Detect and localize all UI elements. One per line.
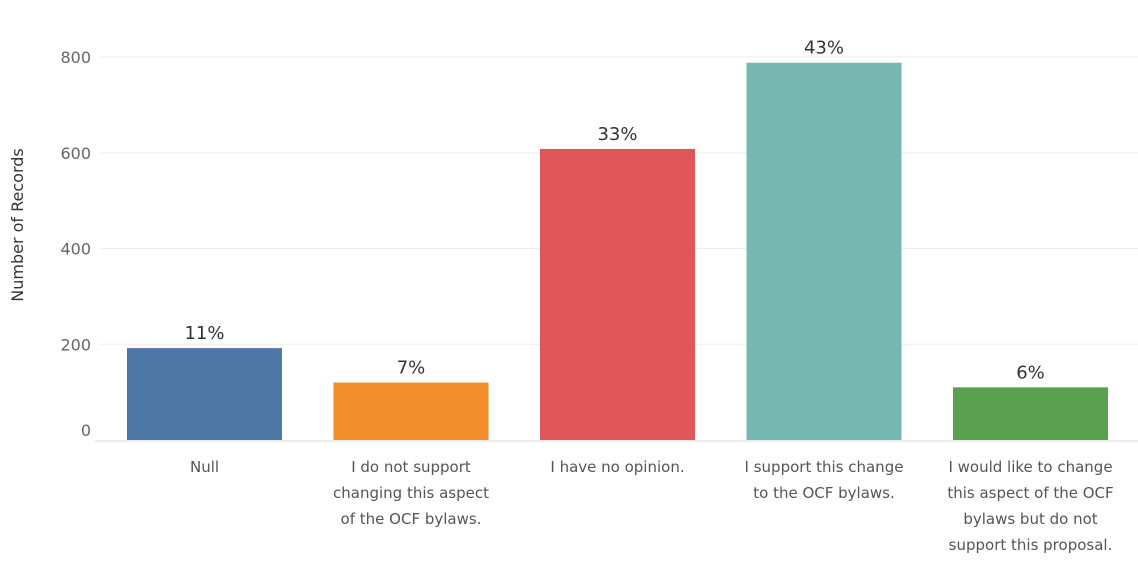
x-category-label: Null bbox=[190, 458, 219, 476]
bar bbox=[746, 62, 902, 441]
y-axis-label: Number of Records bbox=[8, 148, 27, 301]
bar-data-label: 43% bbox=[804, 38, 844, 59]
x-category-label: I support this change bbox=[745, 458, 904, 476]
data-labels: 11% 7% 33% 43% 6% bbox=[184, 38, 1044, 384]
x-category-label: bylaws but do not bbox=[963, 510, 1097, 528]
y-tick-label: 200 bbox=[60, 335, 91, 354]
y-tick-label: 600 bbox=[60, 144, 91, 163]
x-category-label: to the OCF bylaws. bbox=[753, 484, 895, 502]
x-axis-categories: Null I do not support changing this aspect… bbox=[190, 458, 1114, 554]
bar-data-label: 6% bbox=[1016, 362, 1045, 383]
y-tick-label: 800 bbox=[60, 48, 91, 67]
x-category-label: support this proposal. bbox=[949, 536, 1113, 554]
x-category-label: I do not support bbox=[351, 458, 471, 476]
bars bbox=[127, 62, 1108, 441]
bar-data-label: 33% bbox=[597, 124, 637, 145]
x-category-label: of the OCF bylaws. bbox=[341, 510, 482, 528]
bar-data-label: 7% bbox=[397, 358, 426, 379]
x-category-label: I would like to change bbox=[948, 458, 1112, 476]
y-axis-ticks: 0 200 400 600 800 bbox=[60, 48, 91, 440]
y-tick-label: 400 bbox=[60, 240, 91, 259]
y-tick-label: 0 bbox=[81, 421, 91, 440]
x-category-label: changing this aspect bbox=[333, 484, 489, 502]
x-category-label: I have no opinion. bbox=[550, 458, 684, 476]
bar bbox=[953, 387, 1108, 440]
bar bbox=[127, 348, 282, 440]
bar bbox=[333, 382, 489, 440]
bar-data-label: 11% bbox=[184, 323, 224, 344]
x-category-label: this aspect of the OCF bbox=[947, 484, 1113, 502]
bar bbox=[540, 148, 695, 441]
